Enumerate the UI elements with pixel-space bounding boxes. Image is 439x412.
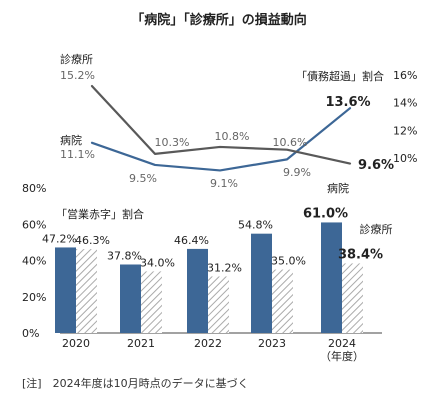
- bar-x-tick-sublabel: （年度）: [320, 349, 364, 363]
- bar-hospital: [187, 248, 208, 333]
- bar-clinic-label: 34.0%: [140, 256, 175, 269]
- bar-y-tick-label: 40%: [22, 255, 46, 268]
- bar-y-tick-label: 20%: [22, 291, 46, 304]
- bar-x-tick-label: 2024: [328, 337, 356, 350]
- line-hospital-label: 11.1%: [60, 148, 95, 161]
- bar-x-tick-label: 2020: [62, 337, 90, 350]
- line-hospital: [90, 107, 352, 172]
- line-y-tick-label: 10%: [393, 152, 417, 165]
- bar-clinic: [141, 271, 162, 333]
- line-chart: 10% 12% 14% 16% 「債務超過」割合 11.1% 9.5% 9.1% 9.9% 13.…: [60, 52, 417, 190]
- bar-hospital: [321, 222, 342, 333]
- bar-x-tick-label: 2023: [258, 337, 286, 350]
- bar-clinic: [272, 269, 293, 333]
- line-hospital-label: 9.5%: [129, 172, 157, 185]
- bar-hospital-label: 46.4%: [174, 234, 209, 247]
- bar-clinic-label: 35.0%: [271, 255, 306, 268]
- line-clinic-label: 10.3%: [155, 136, 190, 149]
- bar-clinic: [342, 263, 363, 333]
- bar-hospital: [55, 247, 76, 333]
- line-section-label: 「債務超過」割合: [296, 69, 384, 83]
- bar-hospital: [251, 233, 272, 333]
- line-hospital-label: 9.1%: [210, 177, 238, 190]
- footnote: [注] 2024年度は10月時点のデータに基づく: [22, 376, 249, 390]
- bar-y-tick-label: 80%: [22, 182, 46, 195]
- bar-chart: 0% 20% 40% 60% 80% 「営業赤字」割合 47.2%46.3% 2020 37.8…: [22, 181, 393, 363]
- bar-y-tick-label: 60%: [22, 218, 46, 231]
- line-y-tick-label: 14%: [393, 97, 417, 110]
- bar-x-tick-label: 2021: [127, 337, 155, 350]
- line-series-name-clinic: 診療所: [60, 52, 93, 66]
- line-clinic: [90, 84, 352, 165]
- line-y-tick-label: 12%: [393, 124, 417, 137]
- line-series-name-hospital: 病院: [60, 133, 82, 147]
- bar-clinic-label: 31.2%: [207, 261, 242, 274]
- bar-hospital-label: 54.8%: [238, 219, 273, 232]
- line-hospital-label: 13.6%: [325, 95, 370, 110]
- line-hospital-label: 9.9%: [283, 166, 311, 179]
- chart-title: 「病院」「診療所」の損益動向: [131, 12, 307, 28]
- bar-series-name-clinic: 診療所: [360, 222, 393, 236]
- bar-clinic: [76, 249, 97, 333]
- line-clinic-label: 9.6%: [358, 158, 394, 173]
- bar-series-name-hospital: 病院: [327, 181, 349, 195]
- bar-hospital-label: 61.0%: [303, 206, 348, 221]
- bar-x-tick-label: 2022: [194, 337, 222, 350]
- bar-hospital-label: 47.2%: [42, 232, 77, 245]
- line-y-tick-label: 16%: [393, 69, 417, 82]
- bar-hospital: [120, 264, 141, 333]
- bar-section-label: 「営業赤字」割合: [56, 207, 144, 221]
- line-clinic-label: 15.2%: [60, 69, 95, 82]
- line-clinic-label: 10.8%: [215, 130, 250, 143]
- bar-hospital-label: 37.8%: [107, 249, 142, 262]
- bar-clinic-label: 38.4%: [338, 247, 383, 262]
- bar-y-tick-label: 0%: [22, 327, 39, 340]
- bar-clinic-label: 46.3%: [75, 234, 110, 247]
- line-clinic-label: 10.6%: [273, 136, 308, 149]
- bar-clinic: [208, 276, 229, 333]
